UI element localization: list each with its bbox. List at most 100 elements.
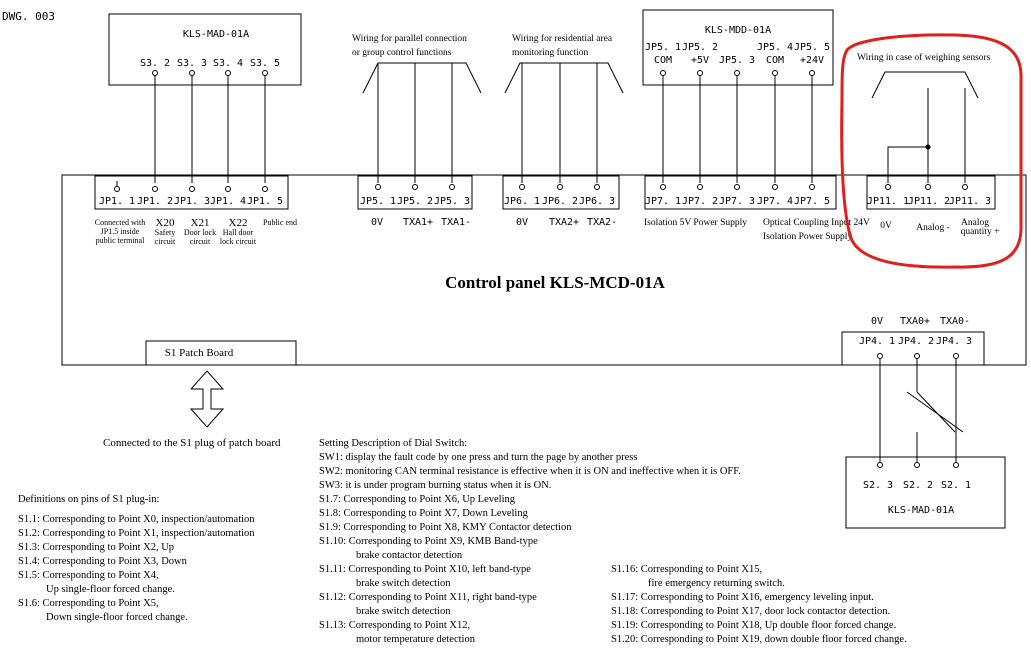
- residential-cable: [504, 62, 624, 183]
- jp7-pin: JP7. 2: [682, 196, 718, 207]
- definitions-title: Definitions on pins of S1 plug-in:: [18, 494, 160, 505]
- jp5-pin: JP5. 1: [360, 196, 396, 207]
- jp11-pin: JP11. 1: [867, 196, 909, 207]
- definition-line: S1.5: Corresponding to Point X4,: [18, 570, 159, 581]
- jp7-pin: JP7. 1: [645, 196, 681, 207]
- parallel-caption: Wiring for parallel connection: [352, 33, 467, 44]
- double-arrow-icon: [189, 370, 225, 428]
- mad-bottom-pin: S2. 1: [941, 480, 971, 491]
- jp1-x-label: X20: [156, 217, 175, 229]
- dial-switch-title: Setting Description of Dial Switch:: [319, 438, 467, 449]
- jp5-pin: JP5. 3: [434, 196, 470, 207]
- jp11-label: Analog: [961, 218, 989, 228]
- jp11-pin: JP11. 3: [949, 196, 991, 207]
- mdd-sub: COM: [766, 55, 784, 66]
- definition-line: S1.2: Corresponding to Point X1, inspect…: [18, 528, 255, 539]
- jp4-pin: JP4. 3: [936, 336, 972, 347]
- dial-switch-line: S1.12: Corresponding to Point X11, right…: [319, 592, 537, 603]
- jp1-terminals: [114, 186, 268, 192]
- jp1-desc-line: circuit: [155, 237, 176, 246]
- parallel-cable: [362, 62, 482, 183]
- weighing-cable: [871, 71, 979, 183]
- jp6-connector: [502, 175, 620, 210]
- parallel-caption: or group control functions: [352, 47, 452, 58]
- mdd-pin: JP5. 2: [682, 42, 718, 53]
- jp7-terminals: [660, 184, 815, 190]
- dial-switch-line: S1.11: Corresponding to Point X10, left …: [319, 564, 531, 575]
- definition-line: S1.3: Corresponding to Point X2, Up: [18, 542, 174, 553]
- jp7-pin: JP7. 4: [757, 196, 793, 207]
- jp11-label: 0V: [880, 221, 892, 231]
- right-def-line: S1.19: Corresponding to Point X18, Up do…: [611, 620, 896, 631]
- mdd-sub: +24V: [800, 55, 824, 66]
- jp4-label: 0V: [871, 316, 883, 327]
- right-def-line: S1.18: Corresponding to Point X17, door …: [611, 606, 890, 617]
- right-def-line: S1.17: Corresponding to Point X16, emerg…: [611, 592, 874, 603]
- jp4-terminals: [877, 353, 959, 359]
- jp4-pin: JP4. 2: [898, 336, 934, 347]
- jp5-pin: JP5. 2: [397, 196, 433, 207]
- jp7-connector: [644, 175, 837, 210]
- control-panel-box: [61, 174, 1027, 366]
- jp4-mad-wires: [879, 359, 964, 462]
- definition-line: Up single-floor forced change.: [46, 584, 175, 595]
- mad-bottom-pin: S2. 3: [863, 480, 893, 491]
- jp1-desc-line: public terminal: [96, 236, 145, 245]
- mad-top-terminals: [152, 70, 268, 76]
- residential-caption: monitoring function: [512, 47, 589, 58]
- jp1-desc-line: Hall door: [223, 228, 254, 237]
- mad-top-title: KLS-MAD-01A: [183, 29, 249, 40]
- jp7-pin: JP7. 3: [719, 196, 755, 207]
- dial-switch-line: brake switch detection: [356, 606, 451, 617]
- jp6-label: TXA2-: [587, 217, 617, 228]
- jp1-x-label: X21: [191, 217, 210, 229]
- dial-switch-line: SW2: monitoring CAN terminal resistance …: [319, 466, 741, 477]
- definition-line: S1.4: Corresponding to Point X3, Down: [18, 556, 188, 567]
- dial-switch-line: S1.10: Corresponding to Point X9, KMB Ba…: [319, 536, 538, 547]
- weighing-caption: Wiring in case of weighing sensors: [857, 52, 991, 63]
- dial-switch-line: brake switch detection: [356, 578, 451, 589]
- jp6-pin: JP6. 1: [504, 196, 540, 207]
- jp1-pin: JP1. 3: [174, 196, 210, 207]
- dial-switch-line: motor temperature detection: [356, 634, 476, 645]
- right-def-line: S1.16: Corresponding to Point X15,: [611, 564, 762, 575]
- dial-switch-line: S1.13: Corresponding to Point X12,: [319, 620, 470, 631]
- jp11-label: Analog -: [916, 223, 950, 233]
- jp1-desc-line: JP1.5 inside: [101, 227, 140, 236]
- highlight-ellipse: [840, 33, 1023, 269]
- mdd-terminals: [660, 70, 815, 76]
- mdd-pin: JP5. 5: [794, 42, 830, 53]
- dial-switch-line: S1.8: Corresponding to Point X7, Down Le…: [319, 508, 529, 519]
- s1-patch-board-box: [145, 340, 297, 366]
- jp1-pin: JP1. 2: [137, 196, 173, 207]
- jp1-desc-line: Door lock: [184, 228, 216, 237]
- jp1-pin: JP1. 1: [99, 196, 135, 207]
- jp4-pin: JP4. 1: [859, 336, 895, 347]
- jp4-label: TXA0-: [940, 316, 970, 327]
- mad-bottom-terminals: [877, 462, 959, 468]
- mdd-pin: JP5. 3: [719, 55, 755, 66]
- jp1-connector: [94, 175, 289, 210]
- jp1-desc-line: Safety: [155, 228, 175, 237]
- mad-bottom-box: [845, 456, 1006, 529]
- s1-patch-board-label: S1 Patch Board: [165, 347, 234, 359]
- dial-switch-line: SW3: it is under program burning status …: [319, 480, 551, 491]
- jp7-label: Isolation Power Supply: [763, 232, 852, 242]
- jp7-label: Optical Coupling Input 24V: [763, 218, 870, 228]
- mdd-jp7-wires: [662, 76, 813, 183]
- mad-bottom-pin: S2. 2: [903, 480, 933, 491]
- definition-line: S1.1: Corresponding to Point X0, inspect…: [18, 514, 255, 525]
- jp4-label: TXA0+: [900, 316, 930, 327]
- jp1-pin: JP1. 5: [247, 196, 283, 207]
- mdd-title: KLS-MDD-01A: [705, 25, 771, 36]
- jp5-label: TXA1-: [441, 217, 471, 228]
- jp5-terminals: [375, 184, 455, 190]
- jp1-desc-line: Connected with: [95, 218, 145, 227]
- dial-switch-line: S1.9: Corresponding to Point X8, KMY Con…: [319, 522, 572, 533]
- control-panel-title: Control panel KLS-MCD-01A: [445, 273, 665, 292]
- jp7-label: Isolation 5V Power Supply: [644, 218, 747, 228]
- mdd-sub: COM: [654, 55, 672, 66]
- jp11-terminals: [885, 184, 968, 190]
- dial-switch-line: S1.7: Corresponding to Point X6, Up Leve…: [319, 494, 516, 505]
- jp1-desc-line: lock circuit: [220, 237, 257, 246]
